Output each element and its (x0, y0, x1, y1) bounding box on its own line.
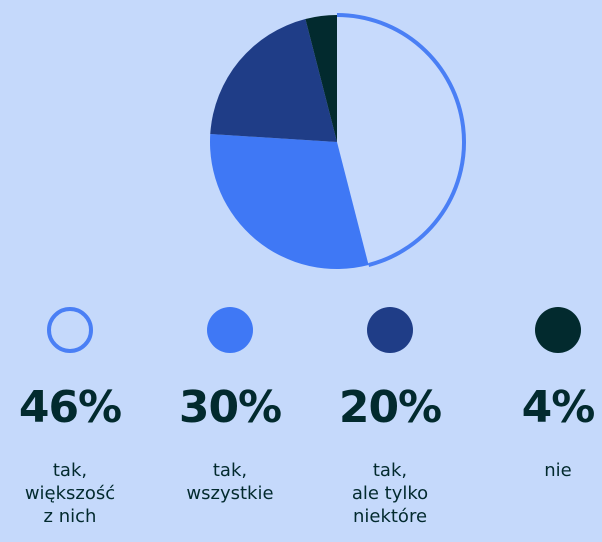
legend-marker (207, 307, 253, 353)
category-label: tak, większość z nich (24, 460, 116, 527)
percent-label: 46% (18, 382, 122, 433)
pie-chart (210, 13, 466, 269)
legend-marker (535, 307, 581, 353)
category-label: tak, ale tylko niektóre (351, 460, 429, 527)
pie-slice (210, 134, 369, 269)
category-label: nie (544, 460, 572, 481)
percent-label: 4% (521, 382, 596, 433)
slice-outline (336, 13, 466, 267)
pie-slice (337, 15, 465, 266)
pie-slice (305, 15, 337, 142)
legend-marker (47, 307, 93, 353)
legend-marker (367, 307, 413, 353)
category-label: tak, wszystkie (186, 460, 274, 504)
percent-label: 30% (178, 382, 282, 433)
percent-label: 20% (338, 382, 442, 433)
pie-slice (210, 18, 337, 143)
